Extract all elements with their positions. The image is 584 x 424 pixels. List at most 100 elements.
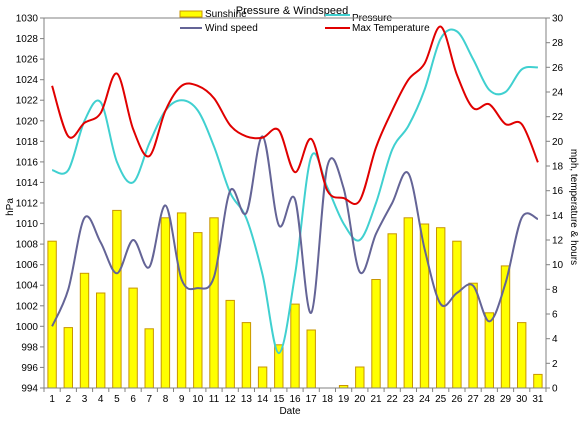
- sunshine-bar: [144, 328, 154, 389]
- legend-label-max-temperature: Max Temperature: [352, 23, 430, 34]
- x-tick-label: 9: [179, 394, 185, 405]
- right-tick-label: 8: [552, 285, 558, 296]
- x-tick-label: 7: [147, 394, 153, 405]
- x-tick-label: 12: [225, 394, 237, 405]
- right-tick-label: 16: [552, 186, 564, 197]
- left-tick-label: 1030: [16, 14, 39, 25]
- x-tick-label: 28: [484, 394, 496, 405]
- sunshine-bar: [355, 366, 365, 389]
- right-tick-label: 0: [552, 384, 558, 395]
- legend-label-wind-speed: Wind speed: [205, 23, 258, 34]
- sunshine-bar: [96, 292, 106, 389]
- x-tick-label: 3: [82, 394, 88, 405]
- sunshine-bar: [257, 366, 268, 389]
- x-tick-label: 26: [451, 394, 463, 405]
- x-tick-label: 6: [130, 394, 136, 405]
- sunshine-bar: [225, 299, 235, 389]
- sunshine-bar: [160, 217, 171, 389]
- x-tick-label: 4: [98, 394, 104, 405]
- max-temperature-line: [51, 25, 539, 205]
- left-tick-label: 1012: [16, 199, 39, 210]
- x-tick-label: 25: [435, 394, 447, 405]
- left-tick-label: 1020: [16, 116, 39, 127]
- x-tick-label: 19: [338, 394, 350, 405]
- sunshine-bar: [533, 373, 543, 389]
- line-series: [51, 25, 539, 355]
- sunshine-bar: [306, 329, 316, 389]
- left-tick-label: 1010: [16, 219, 39, 230]
- sunshine-bar: [468, 282, 478, 389]
- sunshine-bar: [436, 227, 446, 389]
- sunshine-bar: [128, 287, 138, 389]
- x-tick-label: 8: [163, 394, 169, 405]
- sunshine-bar: [290, 303, 300, 389]
- right-tick-label: 4: [552, 334, 558, 345]
- x-tick-label: 21: [370, 394, 382, 405]
- right-tick-label: 12: [552, 236, 564, 247]
- left-tick-label: 1014: [16, 178, 39, 189]
- right-tick-label: 18: [552, 162, 564, 173]
- sunshine-bar: [387, 233, 397, 389]
- left-tick-label: 1016: [16, 157, 39, 168]
- sunshine-bar: [193, 232, 203, 389]
- left-tick-label: 1000: [16, 322, 39, 333]
- x-tick-label: 15: [273, 394, 285, 405]
- x-tick-label: 11: [209, 394, 220, 405]
- right-tick-label: 30: [552, 14, 564, 25]
- right-tick-label: 22: [552, 112, 564, 123]
- x-tick-label: 22: [387, 394, 399, 405]
- x-tick-label: 5: [114, 394, 120, 405]
- left-tick-label: 998: [21, 342, 38, 353]
- pressure-line: [51, 28, 539, 355]
- sunshine-bar: [209, 217, 219, 389]
- left-tick-label: 1018: [16, 137, 39, 148]
- left-tick-label: 1008: [16, 240, 39, 251]
- legend-label-sunshine: Sunshine: [205, 9, 247, 20]
- sunshine-bar: [79, 272, 90, 389]
- x-tick-label: 24: [419, 394, 431, 405]
- sunshine-bar: [371, 279, 381, 389]
- x-tick-label: 23: [403, 394, 415, 405]
- legend-swatch-sunshine: [179, 10, 203, 18]
- sunshine-bar: [484, 312, 495, 389]
- sunshine-bar: [63, 327, 73, 389]
- x-tick-label: 29: [500, 394, 512, 405]
- left-tick-label: 1026: [16, 55, 39, 66]
- x-tick-label: 18: [322, 394, 334, 405]
- x-tick-label: 14: [257, 394, 269, 405]
- x-tick-label: 20: [354, 394, 366, 405]
- x-tick-label: 30: [516, 394, 528, 405]
- left-tick-label: 1004: [16, 281, 39, 292]
- right-tick-label: 2: [552, 359, 558, 370]
- sunshine-bar: [47, 240, 57, 389]
- chart-title: Pressure & Windspeed: [236, 5, 349, 17]
- x-tick-label: 31: [532, 394, 544, 405]
- right-axis-label: mph, temperature & hours: [568, 149, 579, 265]
- right-tick-label: 14: [552, 211, 564, 222]
- left-tick-label: 1002: [16, 301, 39, 312]
- right-tick-label: 24: [552, 88, 564, 99]
- sunshine-bar: [176, 212, 187, 389]
- sunshine-bar: [241, 322, 252, 389]
- right-tick-label: 10: [552, 260, 564, 271]
- sunshine-bar: [517, 322, 527, 389]
- right-tick-label: 6: [552, 310, 558, 321]
- left-tick-label: 996: [21, 363, 38, 374]
- x-axis-label: Date: [279, 406, 301, 417]
- axes: 9949969981000100210041006100810101012101…: [16, 14, 564, 406]
- x-tick-label: 1: [49, 394, 55, 405]
- x-tick-label: 16: [289, 394, 301, 405]
- wind-speed-line: [51, 135, 539, 327]
- left-tick-label: 1022: [16, 96, 39, 107]
- left-tick-label: 1028: [16, 34, 39, 45]
- left-tick-label: 1024: [16, 75, 39, 86]
- sunshine-bar: [112, 209, 122, 389]
- right-tick-label: 28: [552, 38, 564, 49]
- x-tick-label: 13: [241, 394, 253, 405]
- x-tick-label: 10: [192, 394, 204, 405]
- sunshine-bars: [47, 209, 543, 389]
- right-tick-label: 20: [552, 137, 564, 148]
- left-tick-label: 1006: [16, 260, 39, 271]
- left-axis-label: hPa: [5, 198, 16, 216]
